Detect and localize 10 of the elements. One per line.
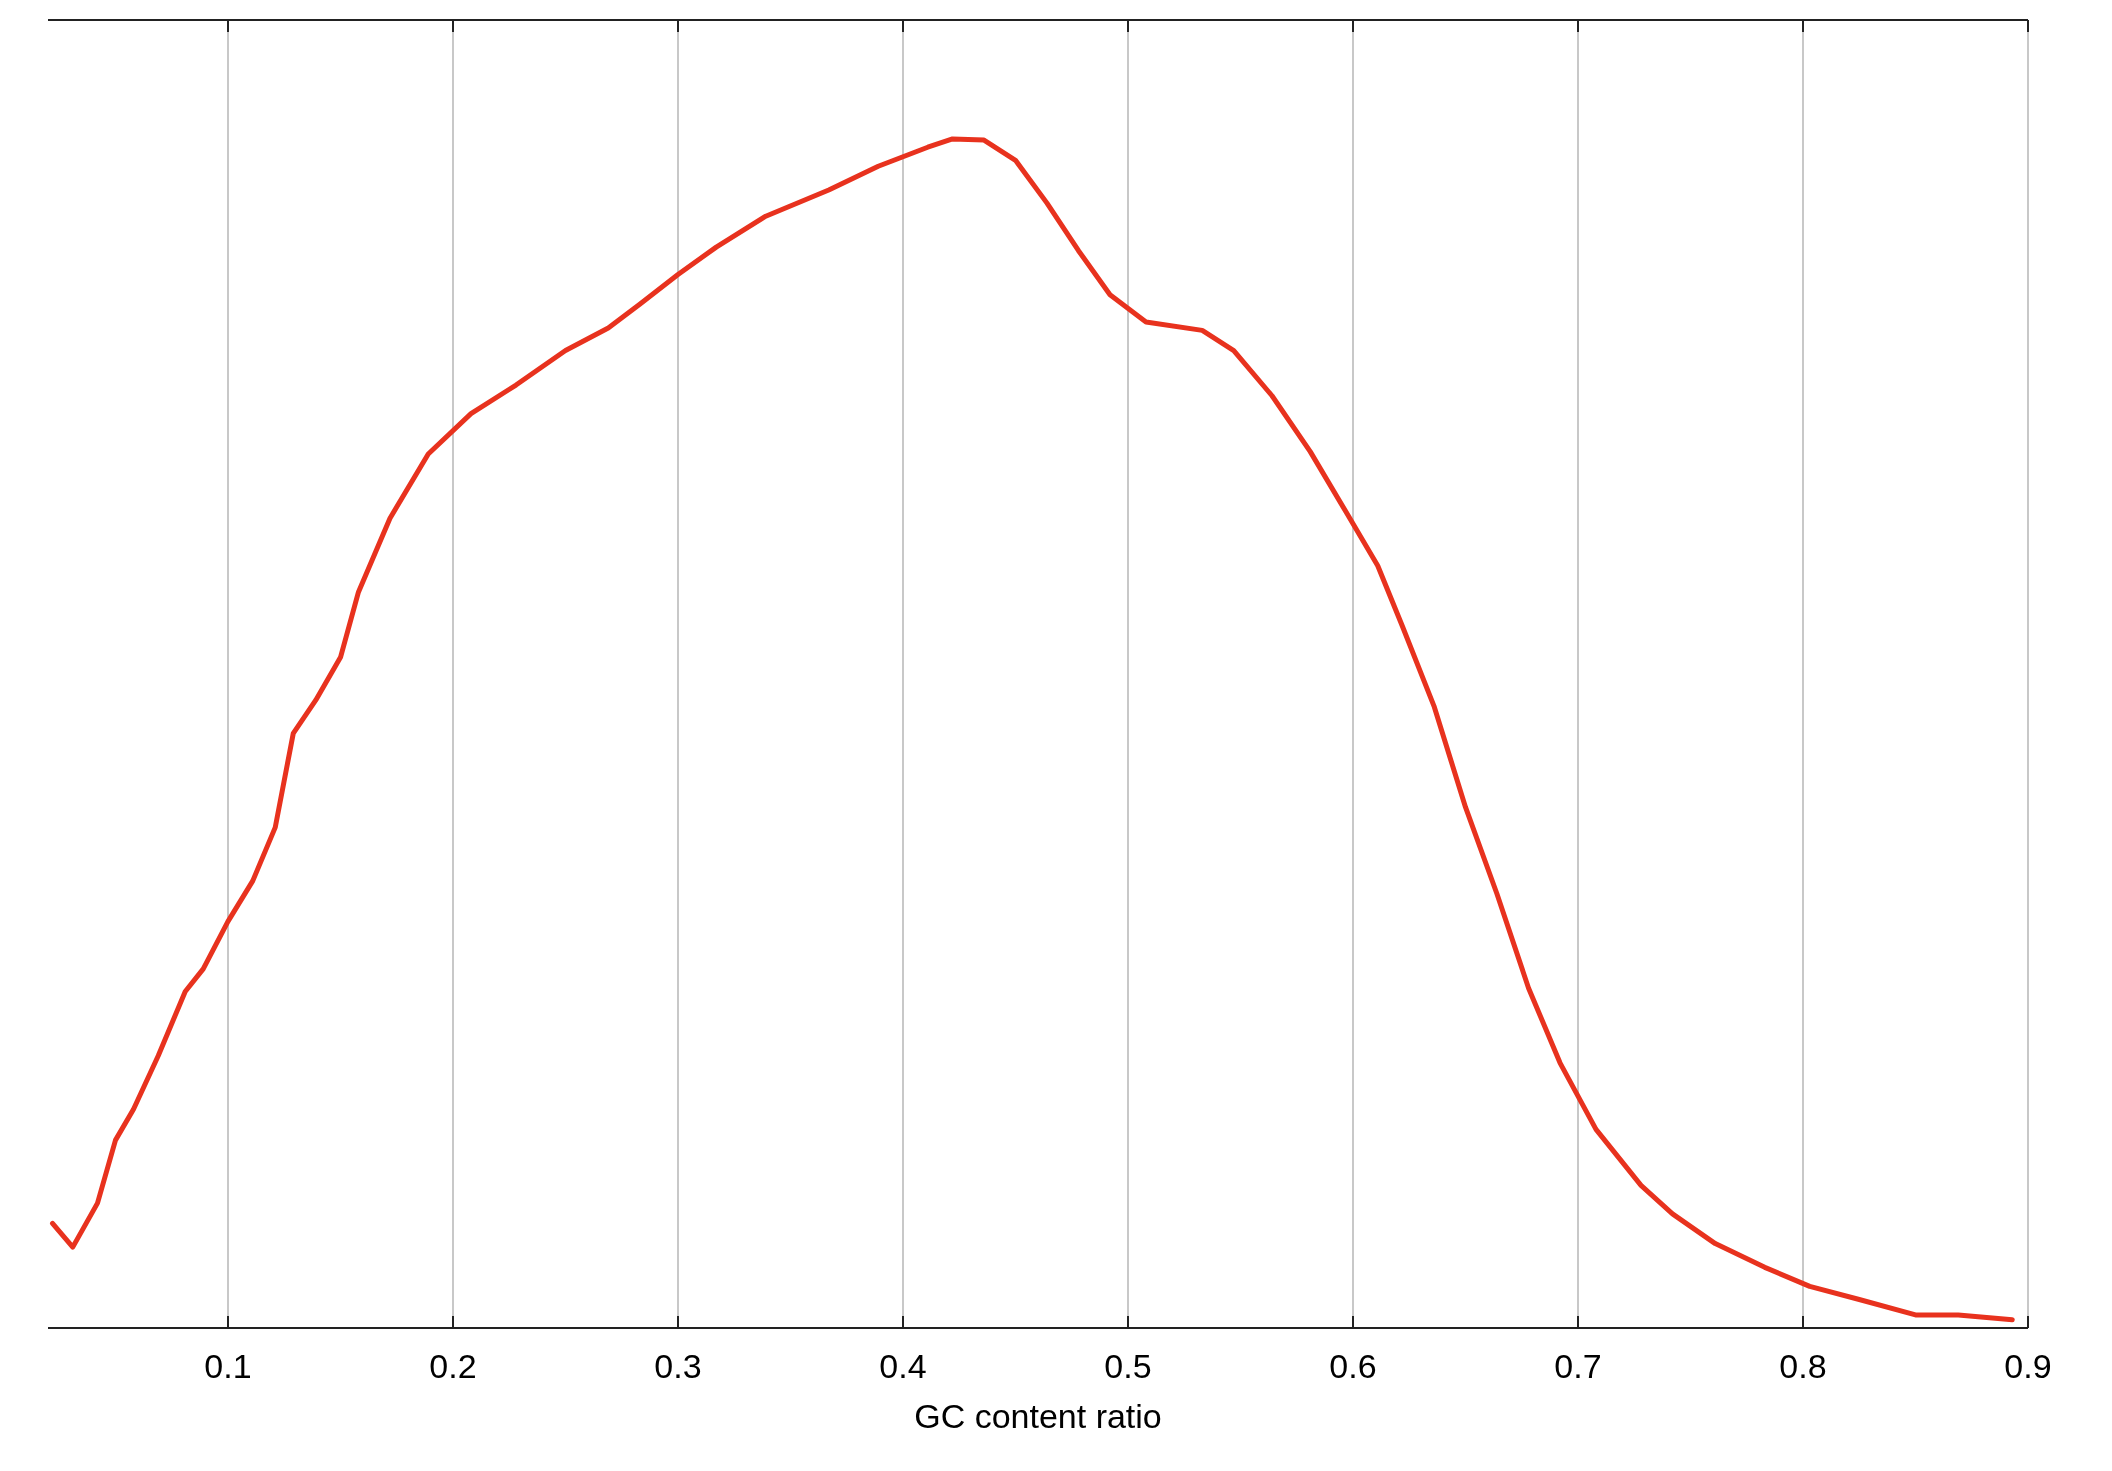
x-tick-label: 0.7 [1554,1347,1602,1385]
x-tick-label: 0.8 [1779,1347,1827,1385]
x-tick-label: 0.3 [654,1347,702,1385]
x-tick-label: 0.9 [2004,1347,2052,1385]
x-tick-label: 0.2 [429,1347,477,1385]
x-tick-label: 0.4 [879,1347,927,1385]
x-tick-label: 0.5 [1104,1347,1152,1385]
x-tick-label: 0.6 [1329,1347,1377,1385]
x-tick-label: 0.1 [204,1347,252,1385]
x-axis-title: GC content ratio [914,1397,1162,1435]
